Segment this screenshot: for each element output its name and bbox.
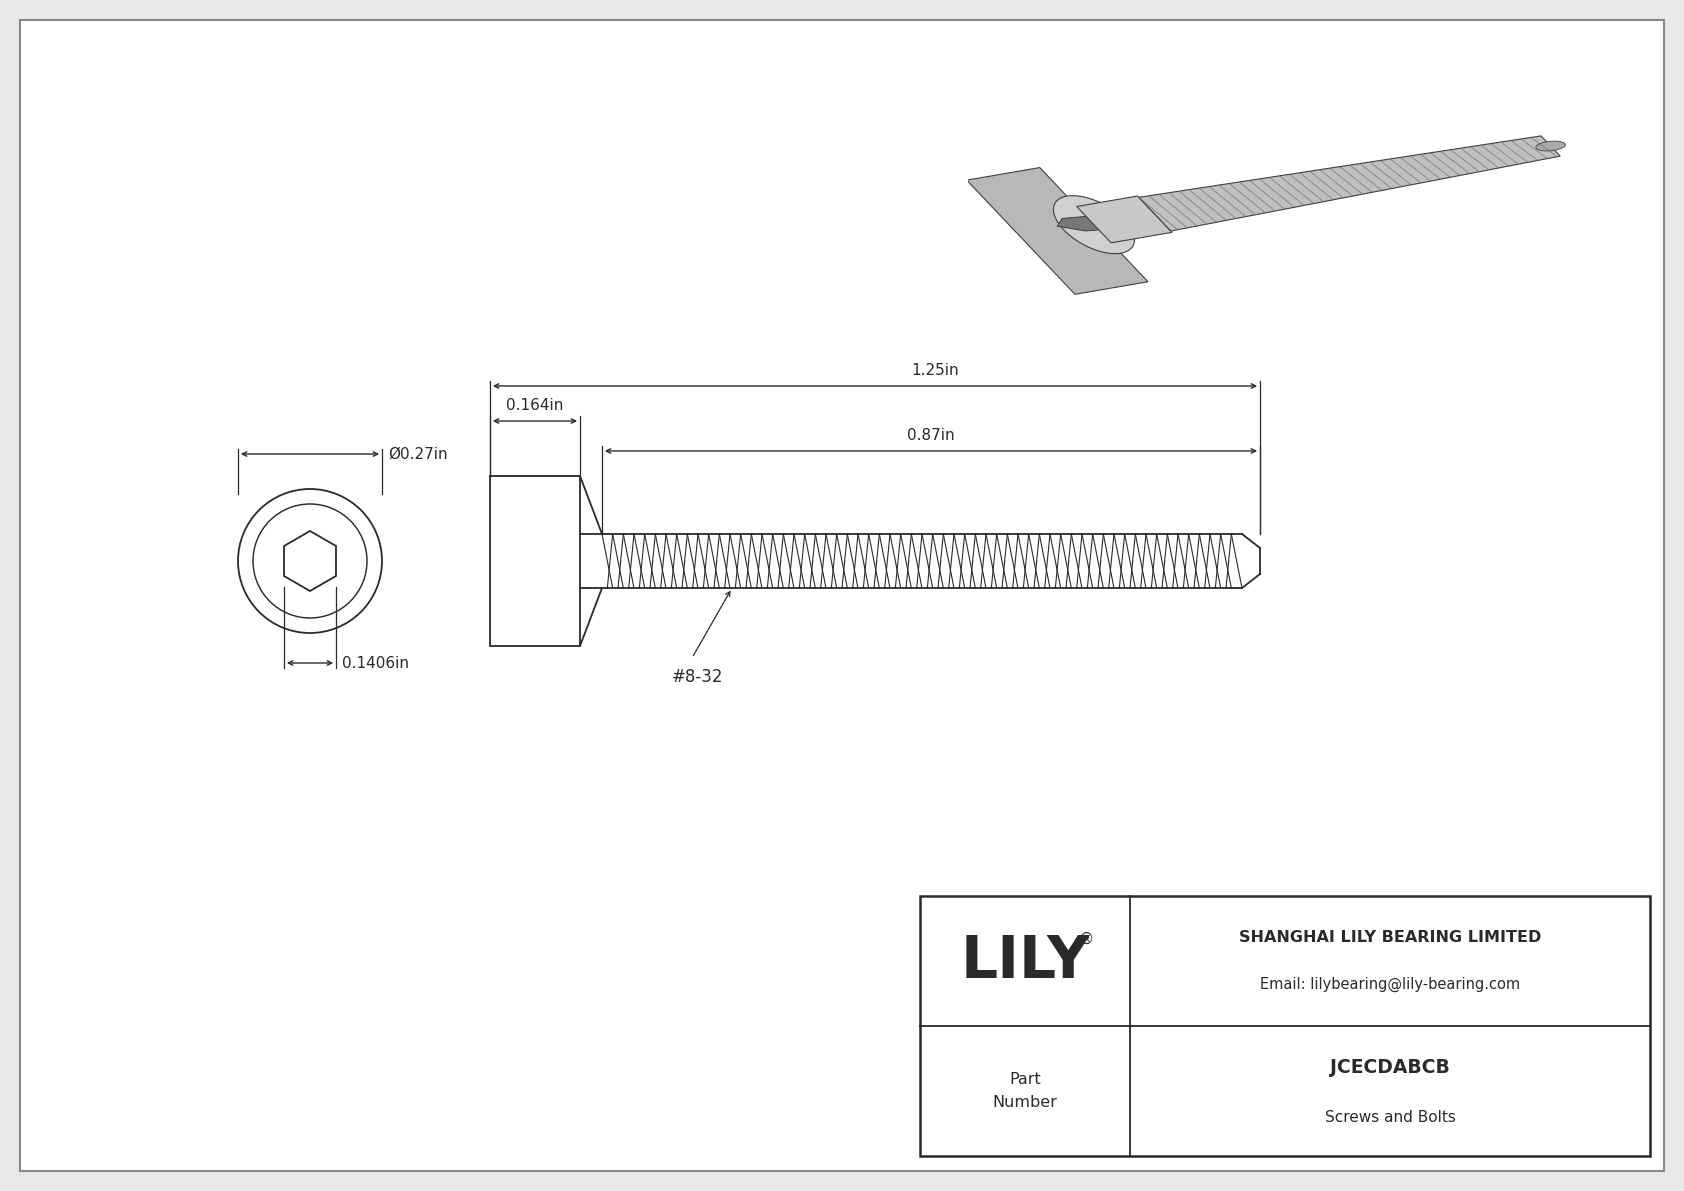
- Text: JCECDABCB: JCECDABCB: [1330, 1058, 1450, 1077]
- Text: 0.164in: 0.164in: [507, 398, 564, 413]
- Polygon shape: [1076, 197, 1172, 243]
- Text: 1.25in: 1.25in: [911, 363, 958, 378]
- Text: 0.1406in: 0.1406in: [342, 655, 409, 671]
- Text: Screws and Bolts: Screws and Bolts: [1325, 1110, 1455, 1124]
- Bar: [919, 896, 1650, 1156]
- Text: SHANGHAI LILY BEARING LIMITED: SHANGHAI LILY BEARING LIMITED: [1239, 930, 1541, 946]
- Text: ®: ®: [1079, 931, 1095, 947]
- Bar: [490, 476, 579, 646]
- Text: Part
Number: Part Number: [992, 1072, 1058, 1110]
- Ellipse shape: [1054, 195, 1135, 254]
- Ellipse shape: [1536, 142, 1566, 151]
- Polygon shape: [1058, 216, 1125, 231]
- Polygon shape: [967, 168, 1148, 294]
- Text: Ø0.27in: Ø0.27in: [387, 447, 448, 461]
- Polygon shape: [1138, 136, 1559, 231]
- Text: 0.87in: 0.87in: [908, 428, 955, 443]
- Text: LILY: LILY: [960, 933, 1090, 990]
- Text: #8-32: #8-32: [672, 668, 724, 686]
- Text: Email: lilybearing@lily-bearing.com: Email: lilybearing@lily-bearing.com: [1260, 977, 1521, 992]
